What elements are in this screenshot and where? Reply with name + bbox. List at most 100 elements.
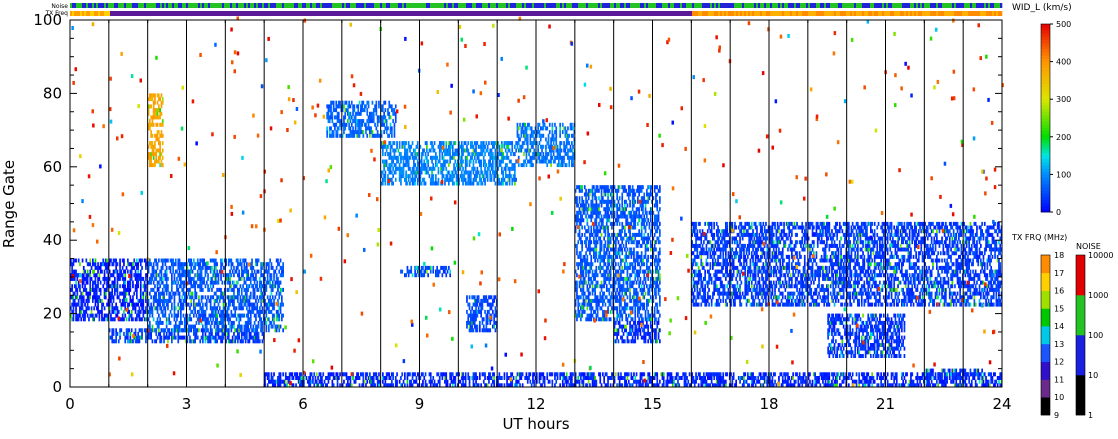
echo-cell (161, 265, 164, 270)
echo-cell (608, 232, 611, 237)
echo-cell (468, 181, 471, 186)
echo-cell (151, 339, 154, 344)
echo-cell (572, 133, 574, 138)
echo-cell (112, 309, 115, 314)
noise-strip-cell (622, 3, 625, 8)
echo-cell (517, 163, 520, 168)
echo-cell (282, 273, 284, 278)
txfreq-strip-cell (562, 11, 565, 16)
echo-cell (600, 243, 603, 248)
echo-cell (88, 295, 90, 300)
echo-cell (511, 141, 514, 146)
echo-cell (75, 317, 77, 322)
echo-cell (152, 298, 155, 303)
echo-cell (401, 141, 404, 146)
echo-cell (243, 276, 246, 281)
echo-cell (605, 251, 608, 256)
echo-cell (406, 152, 409, 157)
echo-cell (594, 232, 596, 237)
echo-cell (471, 166, 473, 171)
echo-cell (253, 306, 256, 311)
echo-cell (383, 115, 385, 120)
echo-cell (484, 144, 486, 149)
echo-cell (195, 320, 198, 325)
noise-strip-cell (160, 3, 163, 8)
echo-cell (512, 174, 515, 179)
echo-cell (435, 177, 437, 182)
txfreq-strip-cell (452, 11, 455, 16)
txfreq-strip-cell (164, 11, 167, 16)
echo-cell (423, 177, 426, 182)
txfreq-strip-cell (114, 11, 117, 16)
echo-cell (255, 331, 257, 336)
echo-cell (160, 276, 163, 281)
echo-cell (165, 320, 168, 325)
echo-cell (215, 258, 217, 263)
echo-cell (608, 207, 611, 212)
echo-cell (200, 298, 203, 303)
echo-cell (208, 339, 211, 344)
echo-cell (76, 273, 79, 278)
echo-cell (248, 328, 251, 333)
echo-cell (463, 141, 466, 146)
noise-strip-cell (738, 3, 741, 8)
echo-cell (275, 273, 278, 278)
echo-cell (388, 115, 391, 120)
echo-cell (471, 155, 473, 160)
txfreq-strip-cell (936, 11, 939, 16)
echo-cell (582, 258, 585, 263)
echo-cell (517, 141, 520, 146)
echo-cell (150, 141, 152, 146)
echo-cell (556, 148, 559, 153)
echo-cell (404, 141, 406, 146)
echo-cell (467, 152, 470, 157)
echo-cell (229, 324, 231, 329)
echo-cell (81, 258, 84, 263)
echo-cell (502, 152, 504, 157)
noise-strip-cell (814, 3, 817, 8)
echo-cell (132, 262, 134, 267)
echo-cell (594, 247, 596, 252)
echo-cell (532, 155, 534, 160)
echo-cell (76, 287, 79, 292)
txfreq-strip-cell (586, 11, 589, 16)
echo-cell (600, 192, 603, 197)
echo-cell (445, 148, 448, 153)
echo-cell (599, 254, 602, 259)
noise-strip-cell (178, 3, 181, 8)
echo-cell (116, 269, 119, 274)
echo-cell (147, 111, 150, 116)
echo-cell (102, 302, 105, 307)
echo-cell (72, 309, 75, 314)
noise-strip-cell (208, 3, 211, 8)
echo-cell (268, 306, 270, 311)
echo-cell (600, 295, 603, 300)
echo-cell (159, 298, 161, 303)
echo-cell (547, 137, 550, 142)
echo-cell (266, 280, 269, 285)
echo-cell (604, 192, 607, 197)
echo-cell (253, 280, 256, 285)
echo-cell (406, 159, 409, 164)
noise-strip-cell (86, 3, 89, 8)
echo-cell (609, 273, 612, 278)
echo-cell (211, 320, 213, 325)
echo-cell (189, 335, 191, 340)
echo-cell (139, 287, 142, 292)
echo-cell (498, 163, 501, 168)
echo-cell (576, 262, 578, 267)
echo-cell (519, 144, 521, 149)
echo-cell (90, 306, 93, 311)
echo-cell (401, 166, 404, 171)
txfreq-strip-cell (788, 11, 791, 16)
echo-cell (578, 313, 581, 318)
echo-cell (124, 291, 127, 296)
echo-cell (93, 269, 95, 274)
echo-cell (112, 331, 115, 336)
echo-cell (282, 302, 284, 307)
echo-cell (367, 100, 370, 105)
echo-cell (191, 262, 194, 267)
echo-cell (600, 287, 603, 292)
echo-cell (111, 306, 114, 311)
echo-cell (603, 262, 605, 267)
